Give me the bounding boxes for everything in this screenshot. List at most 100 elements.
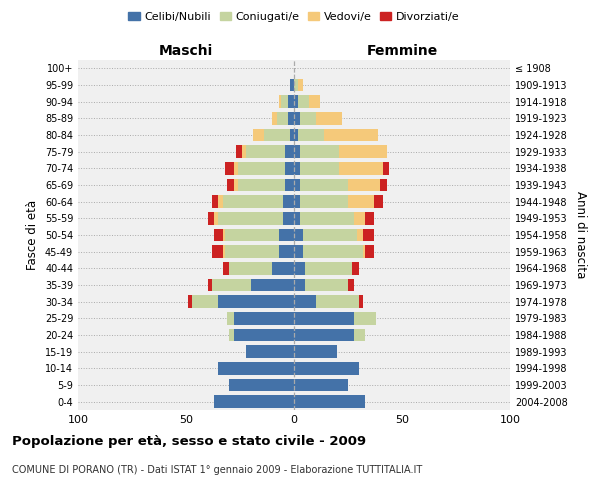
Bar: [316, 112, 341, 124]
Bar: [193, 296, 218, 308]
Bar: [212, 196, 218, 208]
Bar: [301, 179, 348, 192]
Bar: [225, 229, 279, 241]
Bar: [294, 296, 316, 308]
Text: COMUNE DI PORANO (TR) - Dati ISTAT 1° gennaio 2009 - Elaborazione TUTTITALIA.IT: COMUNE DI PORANO (TR) - Dati ISTAT 1° ge…: [12, 465, 422, 475]
Bar: [302, 229, 356, 241]
Bar: [301, 162, 340, 174]
Bar: [301, 146, 340, 158]
Bar: [279, 96, 281, 108]
Bar: [218, 296, 294, 308]
Bar: [298, 96, 309, 108]
Bar: [356, 229, 363, 241]
Bar: [214, 212, 218, 224]
Bar: [272, 112, 277, 124]
Bar: [340, 146, 387, 158]
Bar: [301, 196, 348, 208]
Bar: [223, 196, 283, 208]
Bar: [233, 329, 294, 341]
Text: Femmine: Femmine: [367, 44, 437, 58]
Bar: [294, 79, 298, 92]
Bar: [290, 79, 294, 92]
Bar: [294, 262, 305, 274]
Bar: [208, 279, 212, 291]
Bar: [236, 146, 242, 158]
Bar: [253, 129, 264, 141]
Bar: [225, 162, 233, 174]
Bar: [355, 212, 365, 224]
Bar: [272, 262, 294, 274]
Bar: [316, 296, 359, 308]
Bar: [286, 179, 294, 192]
Bar: [348, 196, 374, 208]
Bar: [287, 112, 294, 124]
Bar: [290, 129, 294, 141]
Bar: [365, 246, 374, 258]
Bar: [294, 279, 305, 291]
Bar: [363, 246, 365, 258]
Bar: [305, 262, 352, 274]
Bar: [212, 279, 251, 291]
Bar: [287, 96, 294, 108]
Bar: [188, 296, 193, 308]
Bar: [279, 246, 294, 258]
Bar: [208, 212, 214, 224]
Bar: [283, 212, 294, 224]
Bar: [251, 279, 294, 291]
Bar: [309, 96, 320, 108]
Bar: [294, 362, 359, 374]
Bar: [380, 179, 387, 192]
Bar: [352, 262, 359, 274]
Bar: [298, 79, 302, 92]
Bar: [294, 179, 301, 192]
Bar: [374, 196, 383, 208]
Bar: [294, 129, 298, 141]
Bar: [214, 396, 294, 408]
Bar: [277, 112, 287, 124]
Bar: [233, 312, 294, 324]
Bar: [305, 279, 348, 291]
Text: Popolazione per età, sesso e stato civile - 2009: Popolazione per età, sesso e stato civil…: [12, 435, 366, 448]
Bar: [355, 312, 376, 324]
Bar: [294, 212, 301, 224]
Y-axis label: Fasce di età: Fasce di età: [26, 200, 39, 270]
Bar: [218, 362, 294, 374]
Legend: Celibi/Nubili, Coniugati/e, Vedovi/e, Divorziati/e: Celibi/Nubili, Coniugati/e, Vedovi/e, Di…: [124, 8, 464, 26]
Bar: [294, 379, 348, 391]
Bar: [294, 246, 302, 258]
Bar: [238, 162, 286, 174]
Bar: [294, 329, 355, 341]
Bar: [212, 246, 223, 258]
Bar: [264, 129, 290, 141]
Bar: [218, 212, 283, 224]
Bar: [229, 329, 233, 341]
Bar: [233, 179, 238, 192]
Bar: [294, 229, 302, 241]
Bar: [214, 229, 223, 241]
Bar: [223, 262, 229, 274]
Bar: [218, 196, 223, 208]
Bar: [281, 96, 287, 108]
Bar: [233, 162, 238, 174]
Bar: [286, 162, 294, 174]
Bar: [348, 279, 355, 291]
Bar: [383, 162, 389, 174]
Bar: [340, 162, 383, 174]
Bar: [247, 146, 286, 158]
Bar: [294, 146, 301, 158]
Bar: [301, 112, 316, 124]
Y-axis label: Anni di nascita: Anni di nascita: [574, 192, 587, 278]
Bar: [229, 379, 294, 391]
Bar: [294, 162, 301, 174]
Bar: [294, 396, 365, 408]
Bar: [242, 146, 247, 158]
Bar: [223, 229, 225, 241]
Bar: [355, 329, 365, 341]
Bar: [227, 179, 233, 192]
Bar: [283, 196, 294, 208]
Bar: [302, 246, 363, 258]
Bar: [279, 229, 294, 241]
Bar: [294, 196, 301, 208]
Bar: [294, 112, 301, 124]
Bar: [294, 96, 298, 108]
